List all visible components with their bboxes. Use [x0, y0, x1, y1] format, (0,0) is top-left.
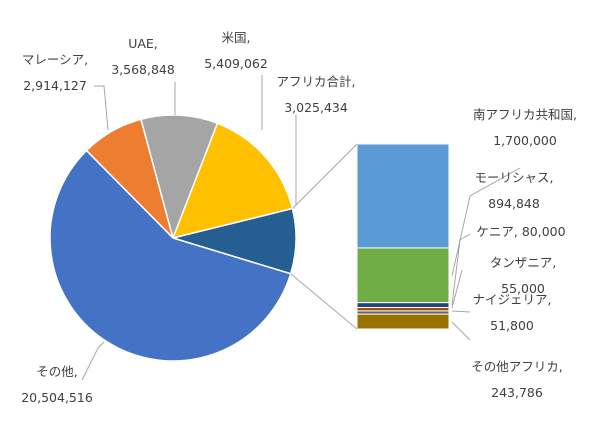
bar-leader-3 [451, 269, 463, 309]
bar-segment-2 [356, 302, 450, 309]
bar-segment-5 [356, 313, 450, 330]
pie-label-2-value: 5,409,062 [204, 56, 268, 71]
pie-label-0-name: マレーシア, [22, 52, 88, 67]
pie-label-0: マレーシア, 2,914,127 [22, 52, 88, 93]
pie-label-2-name: 米国, [222, 30, 251, 45]
leader-lines [81, 75, 521, 381]
bar-label-1-name: モーリシャス, [475, 170, 554, 185]
bar-leader-4 [451, 310, 471, 313]
pie-label-3-name: アフリカ合計, [277, 74, 356, 89]
bar-label-3: タンザニア, 55,000 [490, 255, 556, 296]
bar-segment-3 [356, 307, 450, 312]
pie-label-1-value: 3,568,848 [111, 62, 175, 77]
bar-label-5: その他アフリカ, 243,786 [471, 359, 562, 400]
bar-label-0: 南アフリカ共和国, 1,700,000 [473, 107, 577, 148]
pie-label-2: 米国, 5,409,062 [204, 30, 268, 71]
bar-label-5-value: 243,786 [491, 385, 543, 400]
bar-label-0-name: 南アフリカ共和国, [473, 107, 577, 122]
bar-leader-2 [451, 233, 471, 306]
pie-label-4: その他, 20,504,516 [21, 364, 93, 405]
bar-label-2-text: ケニア, 80,000 [476, 224, 565, 239]
pie-slices [49, 114, 297, 362]
pie-label-1: UAE, 3,568,848 [111, 36, 175, 77]
bar-segment-1 [356, 247, 450, 304]
pie-label-3-value: 3,025,434 [284, 100, 348, 115]
bar-label-1-value: 894,848 [488, 196, 540, 211]
bar-leader-1 [451, 167, 521, 277]
pie-slice-2 [171, 122, 294, 240]
connector-top [292, 143, 358, 209]
pie-label-4-name: その他, [36, 364, 77, 379]
bar-label-0-value: 1,700,000 [493, 133, 557, 148]
pie-slice-4 [49, 149, 292, 362]
pie-label-0-value: 2,914,127 [23, 78, 87, 93]
data-labels: マレーシア, 2,914,127 UAE, 3,568,848 米国, 5,409,062… [21, 30, 577, 405]
bar-label-4: ナイジェリア, 51,800 [473, 292, 552, 333]
connector-bottom [290, 273, 358, 330]
breakdown-bar [356, 143, 450, 330]
pie-slice-1 [140, 114, 219, 241]
bar-label-5-name: その他アフリカ, [471, 359, 562, 374]
bar-leader-5 [451, 321, 471, 341]
bar-segment-0 [356, 143, 450, 249]
bar-label-3-value: 55,000 [501, 281, 545, 296]
bar-label-3-name: タンザニア, [490, 255, 556, 270]
pie-label-1-name: UAE, [128, 36, 158, 51]
bar-label-2: ケニア, 80,000 [476, 224, 565, 239]
bar-label-4-value: 51,800 [490, 318, 534, 333]
pie-label-3: アフリカ合計, 3,025,434 [277, 74, 356, 115]
bar-label-4-name: ナイジェリア, [473, 292, 552, 307]
bar-label-1: モーリシャス, 894,848 [475, 170, 554, 211]
connector-lines [290, 143, 358, 330]
pie-leader-4 [81, 341, 105, 381]
pie-leader-0 [94, 85, 109, 131]
pie-label-4-value: 20,504,516 [21, 390, 93, 405]
